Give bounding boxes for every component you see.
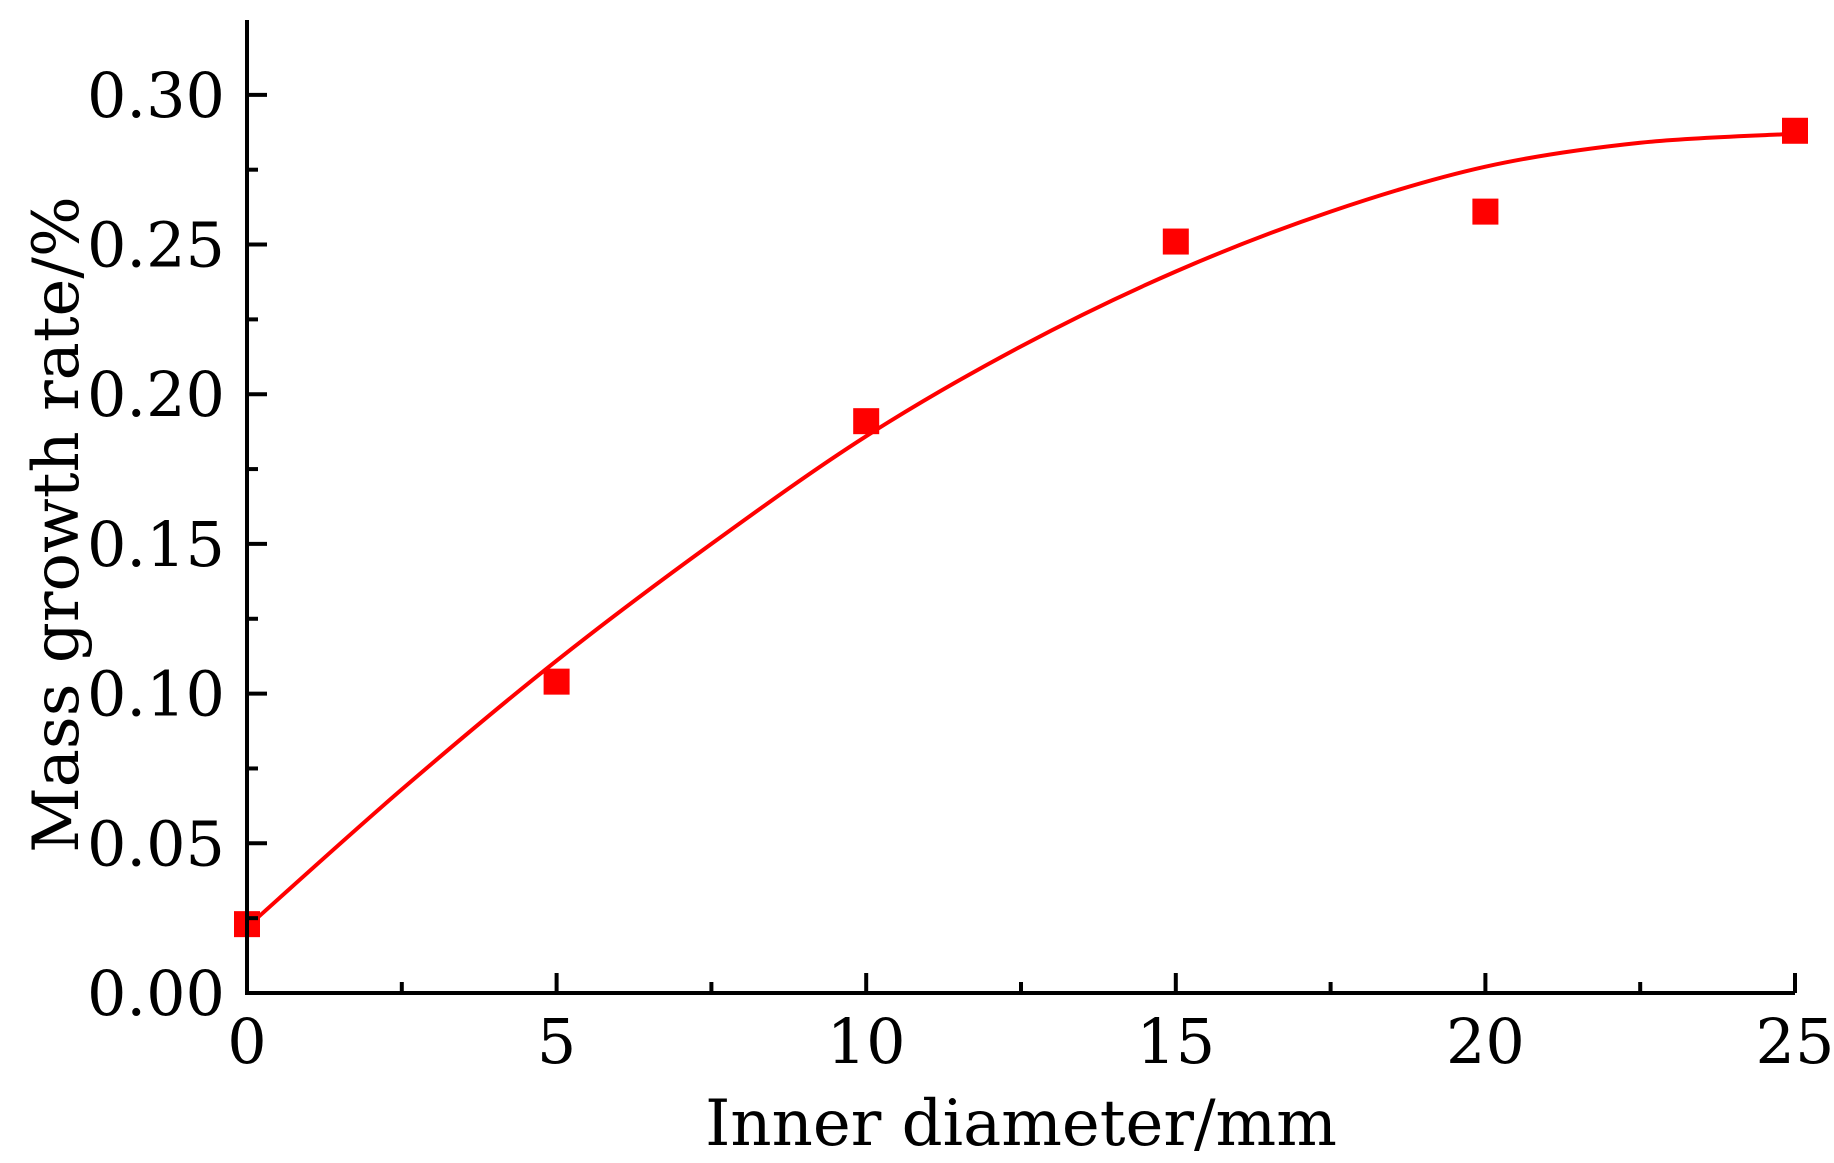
y-tick-label: 0.20	[87, 358, 225, 431]
axes: 0 5 10 15 20 25 0.00 0.05 0.10 0.15 0.20 0.25 0.30	[87, 20, 1834, 1078]
y-tick-label: 0.30	[87, 59, 225, 132]
x-tick-label: 5	[537, 1005, 576, 1078]
data-point	[1162, 228, 1189, 255]
data-points	[234, 117, 1808, 938]
data-point	[543, 668, 570, 695]
x-axis-title: Inner diameter/mm	[705, 1087, 1337, 1161]
x-tick-label: 10	[827, 1005, 906, 1078]
y-ticks: 0.00 0.05 0.10 0.15 0.20 0.25 0.30	[87, 59, 267, 1030]
data-point	[1782, 117, 1808, 144]
y-tick-label: 0.00	[87, 957, 225, 1030]
data-point	[1472, 198, 1499, 225]
y-axis-title: Mass growth rate/%	[20, 196, 94, 853]
x-tick-label: 15	[1136, 1005, 1215, 1078]
y-tick-label: 0.25	[87, 209, 225, 282]
x-tick-label: 25	[1756, 1005, 1834, 1078]
plot-area	[234, 117, 1808, 938]
y-tick-label: 0.05	[87, 807, 225, 880]
y-tick-label: 0.15	[87, 508, 225, 581]
x-tick-label: 20	[1446, 1005, 1525, 1078]
fit-curve	[245, 131, 1796, 929]
y-tick-label: 0.10	[87, 658, 225, 731]
x-tick-label: 0	[227, 1005, 266, 1078]
data-point	[853, 408, 880, 435]
x-ticks: 0 5 10 15 20 25	[227, 973, 1834, 1078]
